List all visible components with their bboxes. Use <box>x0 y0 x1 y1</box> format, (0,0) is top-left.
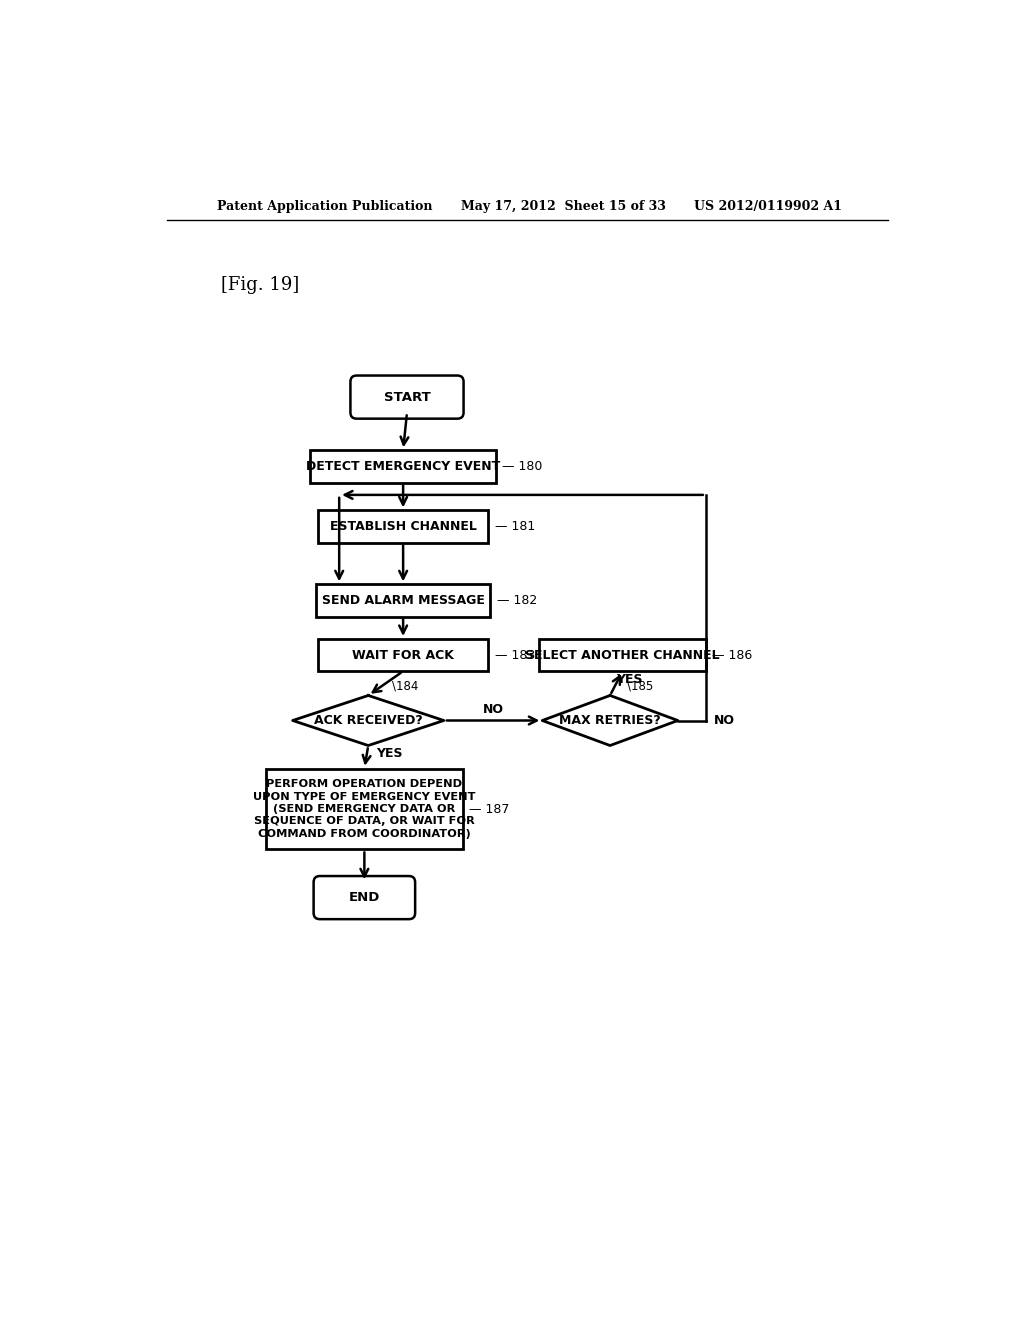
Text: YES: YES <box>376 747 402 760</box>
Text: SELECT ANOTHER CHANNEL: SELECT ANOTHER CHANNEL <box>525 648 720 661</box>
Text: — 186: — 186 <box>712 648 753 661</box>
Text: — 182: — 182 <box>497 594 537 607</box>
Text: — 180: — 180 <box>503 459 543 473</box>
Bar <box>265 768 463 850</box>
Text: [Fig. 19]: [Fig. 19] <box>221 276 299 294</box>
Text: NO: NO <box>482 702 504 715</box>
FancyBboxPatch shape <box>313 876 415 919</box>
Bar <box>316 585 490 616</box>
Text: US 2012/0119902 A1: US 2012/0119902 A1 <box>693 199 842 213</box>
Text: MAX RETRIES?: MAX RETRIES? <box>559 714 660 727</box>
Text: — 183: — 183 <box>495 648 535 661</box>
Text: SEND ALARM MESSAGE: SEND ALARM MESSAGE <box>322 594 484 607</box>
Text: ACK RECEIVED?: ACK RECEIVED? <box>314 714 423 727</box>
Bar <box>310 450 496 483</box>
Text: — 187: — 187 <box>469 803 510 816</box>
Text: — 181: — 181 <box>495 520 535 533</box>
Text: START: START <box>384 391 430 404</box>
Bar <box>317 639 488 672</box>
Text: NO: NO <box>714 714 734 727</box>
Text: \184: \184 <box>391 680 418 693</box>
Bar <box>540 639 706 672</box>
Text: May 17, 2012  Sheet 15 of 33: May 17, 2012 Sheet 15 of 33 <box>461 199 667 213</box>
Text: \185: \185 <box>627 680 653 693</box>
Text: END: END <box>349 891 380 904</box>
FancyBboxPatch shape <box>350 376 464 418</box>
Text: DETECT EMERGENCY EVENT: DETECT EMERGENCY EVENT <box>306 459 501 473</box>
Bar <box>317 511 488 543</box>
Text: ESTABLISH CHANNEL: ESTABLISH CHANNEL <box>330 520 476 533</box>
Text: PERFORM OPERATION DEPEND
UPON TYPE OF EMERGENCY EVENT
(SEND EMERGENCY DATA OR
SE: PERFORM OPERATION DEPEND UPON TYPE OF EM… <box>253 779 475 838</box>
Text: Patent Application Publication: Patent Application Publication <box>217 199 432 213</box>
Text: YES: YES <box>616 673 643 686</box>
Text: WAIT FOR ACK: WAIT FOR ACK <box>352 648 454 661</box>
